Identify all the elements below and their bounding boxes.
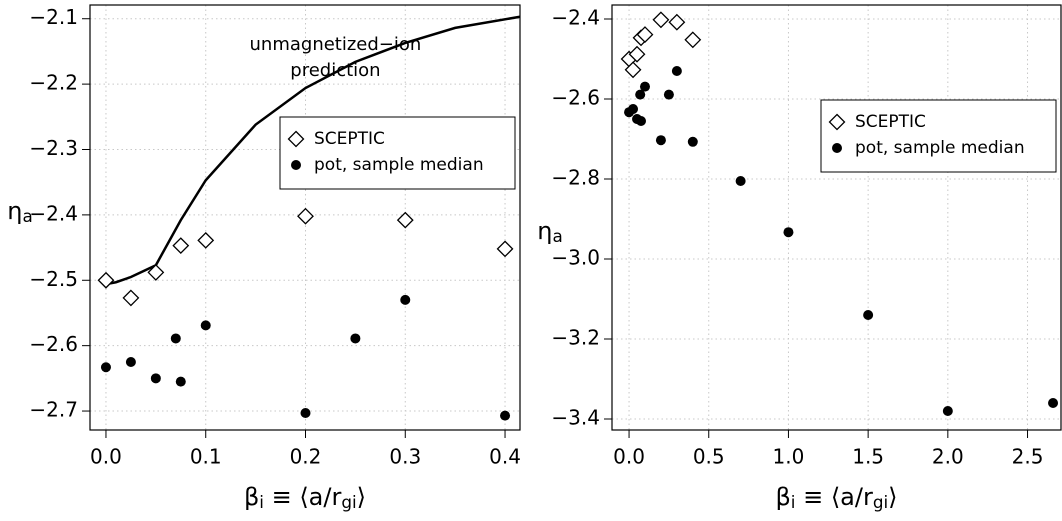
point: [200, 320, 211, 331]
legend-symbol: [287, 130, 305, 148]
x-tick-label: 0.5: [693, 445, 725, 469]
label-part: ⟩: [888, 483, 897, 511]
point: [1048, 398, 1059, 408]
point: [863, 310, 874, 320]
point: [97, 271, 115, 289]
point: [496, 240, 514, 258]
point: [671, 66, 682, 76]
point: [297, 207, 314, 225]
point: [147, 264, 165, 281]
x-tick-label: 2.0: [932, 445, 964, 469]
x-axis-label: βi ≡ ⟨a/rgi⟩: [775, 483, 897, 512]
legend-label: pot, sample median: [855, 138, 1025, 158]
point: [639, 81, 650, 92]
point: [636, 116, 647, 126]
point: [735, 176, 746, 186]
x-tick-label: 0.0: [90, 445, 122, 469]
x-tick-label: 0.2: [290, 445, 322, 469]
legend-symbol: [291, 160, 301, 170]
label-part: ≡ ⟨a/r: [264, 483, 342, 511]
label-part: β: [775, 483, 790, 511]
point: [175, 376, 186, 387]
point: [942, 406, 953, 416]
point: [197, 231, 215, 249]
point: [684, 31, 702, 49]
point: [300, 408, 311, 418]
annotation: prediction: [290, 60, 380, 81]
plot-frame: [89, 4, 521, 431]
point: [172, 237, 190, 255]
point: [170, 333, 181, 344]
point: [668, 13, 686, 31]
y-tick-label: −3.4: [551, 406, 600, 430]
y-tick-label: −2.7: [29, 398, 78, 422]
point: [150, 373, 161, 384]
y-axis-label: ηa: [537, 217, 563, 246]
legend-symbol: [828, 113, 846, 131]
line: [105, 15, 521, 286]
y-tick-label: −3.0: [551, 246, 600, 270]
y-tick-label: −2.4: [551, 6, 600, 30]
point: [100, 362, 111, 373]
point: [396, 211, 414, 229]
y-tick-label: −2.3: [29, 136, 78, 160]
panel: 0.0 0.1 0.2 0.3 0.4 −2.7 −2.6 −2.5 −2.4 −2.3 −2.2 −…: [7, 4, 521, 512]
point: [125, 357, 136, 367]
y-tick-label: −2.2: [29, 71, 78, 95]
point: [624, 61, 642, 79]
y-tick-label: −2.6: [29, 332, 78, 356]
label-part: ≡ ⟨a/r: [795, 483, 873, 511]
point: [628, 104, 639, 114]
point: [350, 333, 361, 344]
y-tick-label: −2.8: [551, 166, 600, 190]
legend-symbol: [832, 143, 842, 153]
point: [500, 410, 511, 421]
subscript: a: [22, 206, 32, 226]
x-tick-label: 0.0: [613, 445, 645, 469]
point: [655, 135, 666, 146]
y-tick-label: −2.6: [551, 86, 600, 110]
x-tick-label: 2.5: [1012, 445, 1044, 469]
y-tick-label: −2.5: [29, 267, 78, 291]
y-tick-label: −2.1: [29, 5, 78, 29]
point: [635, 89, 646, 100]
x-tick-label: 0.3: [389, 445, 421, 469]
legend-label: SCEPTIC: [855, 112, 926, 132]
point: [652, 11, 670, 29]
legend: SCEPTIC pot, sample median: [279, 116, 516, 190]
subscript: i: [791, 492, 796, 512]
y-axis-label: ηa: [7, 197, 33, 226]
label-part: β: [244, 483, 259, 511]
subscript: a: [552, 226, 562, 246]
point: [636, 26, 654, 44]
point: [400, 294, 411, 305]
point: [783, 227, 794, 238]
point: [687, 136, 698, 147]
point: [628, 45, 646, 63]
annotation: unmagnetized−ion: [250, 34, 422, 55]
y-tick-label: −2.4: [29, 201, 78, 225]
label-part: ⟩: [357, 483, 366, 511]
legend-label: pot, sample median: [314, 155, 484, 175]
x-axis-label: βi ≡ ⟨a/rgi⟩: [244, 483, 366, 512]
x-tick-label: 0.4: [489, 445, 521, 469]
legend-label: SCEPTIC: [314, 129, 385, 149]
plot-frame: [611, 4, 1062, 431]
subscript: gi: [341, 492, 356, 512]
label-part: η: [7, 197, 22, 225]
x-tick-label: 1.0: [773, 445, 805, 469]
legend-box: [820, 99, 1057, 173]
legend: SCEPTIC pot, sample median: [820, 99, 1057, 173]
y-tick-label: −3.2: [551, 326, 600, 350]
panel: 0.0 0.5 1.0 1.5 2.0 2.5 −3.4 −3.2 −3.0 −2.8 −2.6 −2…: [537, 4, 1062, 512]
point: [122, 289, 140, 307]
legend-box: [279, 116, 516, 190]
point: [663, 89, 674, 100]
subscript: i: [259, 492, 264, 512]
x-tick-label: 0.1: [190, 445, 222, 469]
subscript: gi: [873, 492, 888, 512]
label-part: η: [537, 217, 552, 245]
x-tick-label: 1.5: [852, 445, 884, 469]
